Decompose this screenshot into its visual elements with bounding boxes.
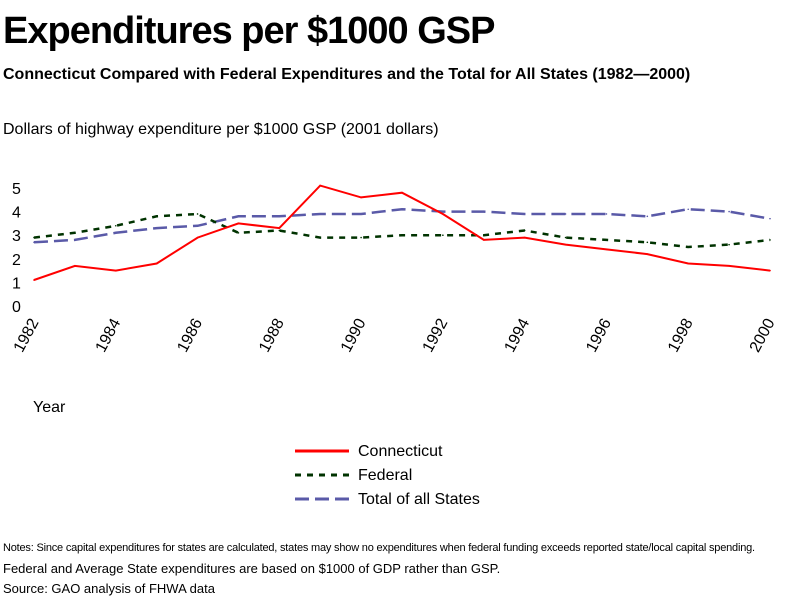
data-point-connecticut-1999 [728, 265, 730, 267]
data-point-connecticut-1989 [319, 184, 322, 187]
x-tick-label-2000: 2000 [747, 316, 779, 355]
legend-item-connecticut: Connecticut [294, 441, 534, 465]
data-point-connecticut-1991 [401, 191, 403, 194]
data-point-connecticut-1985 [155, 262, 158, 265]
data-point-total-of-all-states-1996 [605, 213, 608, 215]
data-point-federal-1996 [605, 239, 608, 241]
data-point-total-of-all-states-1997 [646, 215, 649, 218]
line-chart: 0 1 2 3 4 5 1982 1984 1986 1988 1990 1992 1994 1996 19… [11, 181, 779, 355]
data-point-federal-1992 [442, 234, 444, 236]
x-tick-label-1986: 1986 [174, 316, 206, 355]
y-tick-label-4: 4 [12, 205, 21, 222]
x-tick-label-1988: 1988 [256, 316, 288, 355]
data-point-federal-1983 [74, 232, 76, 234]
data-point-connecticut-1986 [196, 236, 199, 239]
notes-gdp-line: Federal and Average State expenditures a… [3, 561, 501, 576]
x-axis-label: Year [33, 399, 66, 416]
data-point-total-of-all-states-1983 [74, 239, 76, 241]
series-line-connecticut [33, 184, 771, 281]
legend-label-connecticut: Connecticut [358, 443, 443, 460]
y-tick-label-3: 3 [12, 228, 21, 245]
data-point-federal-1997 [646, 241, 649, 244]
data-point-total-of-all-states-1993 [482, 210, 485, 213]
data-point-federal-1994 [523, 229, 526, 232]
data-point-connecticut-1997 [646, 253, 649, 255]
data-point-total-of-all-states-1995 [564, 213, 567, 215]
chart-title: Expenditures per $1000 GSP [3, 10, 495, 52]
x-tick-label-1996: 1996 [583, 316, 615, 355]
data-point-connecticut-1992 [442, 213, 444, 215]
data-point-total-of-all-states-1994 [523, 213, 526, 215]
data-point-connecticut-1995 [564, 243, 567, 246]
data-point-connecticut-2000 [769, 269, 771, 272]
y-tick-label-5: 5 [12, 181, 21, 198]
data-point-connecticut-1983 [74, 265, 76, 267]
data-point-federal-1991 [401, 234, 403, 236]
y-tick-label-0: 0 [12, 299, 21, 316]
data-point-connecticut-1982 [33, 279, 35, 281]
legend: Connecticut Federal Total of all States [294, 441, 534, 513]
data-point-federal-1985 [155, 215, 158, 218]
legend-label-total-states: Total of all States [358, 491, 480, 508]
data-point-total-of-all-states-1985 [155, 227, 158, 229]
legend-swatch-total-states [295, 497, 349, 501]
data-point-federal-1986 [196, 213, 199, 215]
data-point-connecticut-1998 [687, 262, 690, 265]
data-point-federal-1998 [687, 246, 690, 248]
data-point-connecticut-1993 [482, 239, 485, 241]
x-tick-label-1992: 1992 [420, 316, 452, 355]
data-point-federal-1999 [728, 243, 730, 246]
legend-swatch-connecticut [295, 449, 349, 453]
x-tick-label-1990: 1990 [338, 316, 370, 355]
source-line: Source: GAO analysis of FHWA data [3, 581, 215, 596]
x-tick-label-1994: 1994 [501, 316, 533, 355]
legend-swatch-federal [295, 473, 349, 477]
notes-line: Notes: Since capital expenditures for st… [3, 542, 755, 554]
data-point-federal-2000 [769, 239, 771, 241]
chart-subtitle: Connecticut Compared with Federal Expend… [3, 66, 691, 83]
data-point-total-of-all-states-1982 [33, 241, 35, 244]
data-point-total-of-all-states-1990 [360, 213, 362, 215]
x-tick-label-1982: 1982 [11, 316, 43, 355]
y-axis-label: Dollars of highway expenditure per $1000… [3, 121, 439, 138]
data-point-total-of-all-states-1989 [319, 213, 322, 215]
data-point-federal-1982 [33, 236, 35, 239]
data-point-total-of-all-states-1988 [278, 215, 281, 218]
data-point-total-of-all-states-1987 [237, 215, 240, 218]
data-point-federal-1989 [319, 236, 322, 239]
y-tick-label-1: 1 [12, 275, 21, 292]
x-tick-label-1998: 1998 [665, 316, 697, 355]
y-tick-label-2: 2 [12, 252, 21, 269]
data-point-federal-1993 [482, 234, 485, 236]
legend-label-federal: Federal [358, 467, 413, 484]
data-point-connecticut-1990 [360, 196, 362, 199]
data-point-connecticut-1984 [114, 269, 117, 272]
legend-item-total-states: Total of all States [294, 489, 534, 513]
data-point-total-of-all-states-1998 [687, 208, 690, 211]
data-point-connecticut-1988 [278, 227, 281, 229]
data-point-total-of-all-states-1991 [401, 208, 403, 211]
legend-item-federal: Federal [294, 465, 534, 489]
data-point-federal-1984 [114, 224, 117, 227]
data-point-connecticut-1996 [605, 248, 608, 251]
data-point-connecticut-1987 [237, 222, 240, 225]
data-point-federal-1990 [360, 236, 362, 239]
data-point-connecticut-1994 [523, 236, 526, 239]
data-point-total-of-all-states-1984 [114, 232, 117, 234]
x-tick-label-1984: 1984 [93, 316, 125, 355]
data-point-federal-1987 [237, 232, 240, 234]
data-point-federal-1988 [278, 229, 281, 232]
data-point-total-of-all-states-1999 [728, 210, 730, 213]
series-line-total-of-all-states [33, 207, 771, 244]
data-point-federal-1995 [564, 236, 567, 239]
data-point-total-of-all-states-2000 [769, 217, 771, 220]
data-point-total-of-all-states-1986 [196, 224, 199, 227]
data-point-total-of-all-states-1992 [442, 210, 444, 213]
